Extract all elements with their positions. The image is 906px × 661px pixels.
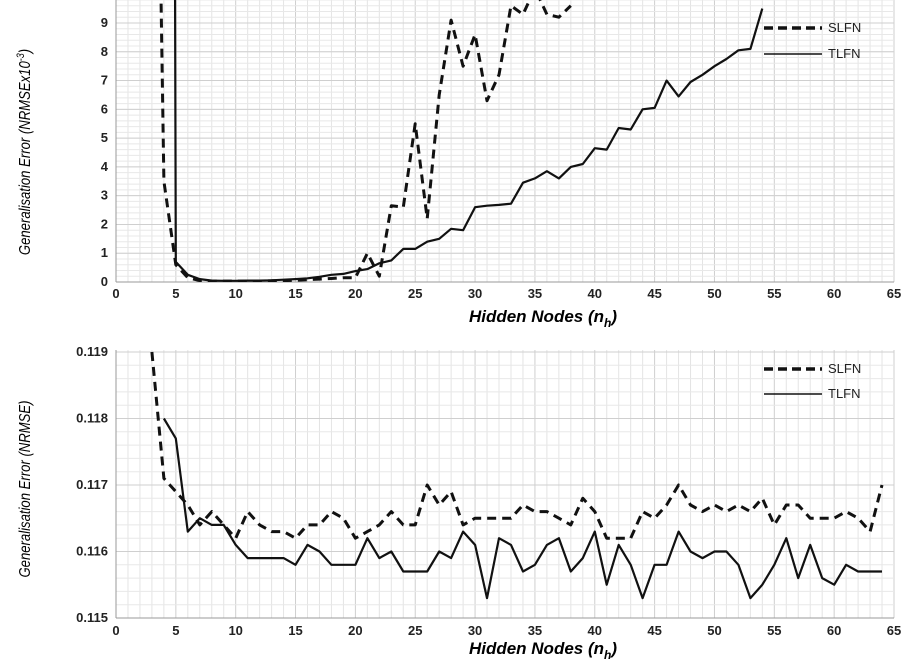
- y-tick-label: 0: [101, 274, 108, 289]
- y-tick-label: 2: [101, 216, 108, 231]
- x-tick-label: 40: [588, 286, 602, 301]
- x-tick-label: 25: [408, 623, 422, 638]
- legend-label-tlfn: TLFN: [828, 386, 861, 401]
- x-tick-label: 5: [172, 623, 179, 638]
- y-tick-label: 0.117: [76, 477, 108, 492]
- series-group: [150, 351, 884, 600]
- y-tick-label: 3: [101, 188, 108, 203]
- legend: SLFN TLFN: [764, 20, 861, 61]
- x-tick-label: 25: [408, 286, 422, 301]
- y-tick-label: 8: [101, 44, 108, 59]
- legend-label-tlfn: TLFN: [828, 46, 861, 61]
- x-tick-label: 20: [348, 623, 362, 638]
- y-tick-label: 0.116: [76, 544, 108, 559]
- x-tick-label: 60: [827, 286, 841, 301]
- y-axis-label: Generalisation Error (NRMSEx10-3): [15, 49, 34, 255]
- x-tick-label: 65: [887, 286, 901, 301]
- x-tick-label: 65: [887, 623, 901, 638]
- legend-label-slfn: SLFN: [828, 361, 861, 376]
- x-tick-label: 45: [647, 286, 661, 301]
- x-tick-label: 5: [172, 286, 179, 301]
- x-tick-label: 55: [767, 623, 781, 638]
- y-tick-label: 9: [101, 15, 108, 30]
- x-tick-label: 15: [288, 623, 302, 638]
- y-tick-label: 1: [101, 245, 108, 260]
- chart-top: 0 5 10 15 20 25 30 35 40 45 50 55 60 650123456789Hidd…: [15, 0, 901, 330]
- x-tick-label: 0: [112, 623, 119, 638]
- x-tick-label: 40: [588, 623, 602, 638]
- x-tick-label: 35: [528, 623, 542, 638]
- x-tick-label: 30: [468, 286, 482, 301]
- grid: [115, 350, 895, 619]
- series-line-tlfn: [162, 417, 882, 600]
- y-tick-label: 0.115: [76, 610, 108, 625]
- y-tick-label: 6: [101, 101, 108, 116]
- y-tick-label: 4: [101, 159, 109, 174]
- x-axis-label: Hidden Nodes (nh): [469, 639, 617, 661]
- x-tick-label: 0: [112, 286, 119, 301]
- x-tick-label: 55: [767, 286, 781, 301]
- series-line-slfn: [150, 351, 884, 540]
- grid: [115, 0, 895, 283]
- legend-label-slfn: SLFN: [828, 20, 861, 35]
- x-tick-label: 45: [647, 623, 661, 638]
- y-tick-label: 5: [101, 130, 108, 145]
- x-tick-label: 35: [528, 286, 542, 301]
- series-line-tlfn: [173, 0, 764, 282]
- x-tick-label: 30: [468, 623, 482, 638]
- series-line-slfn: [159, 0, 572, 282]
- series-group: [159, 0, 764, 282]
- x-tick-label: 50: [707, 286, 721, 301]
- y-tick-label: 0.118: [76, 411, 108, 426]
- y-tick-label: 7: [101, 73, 108, 88]
- x-tick-label: 15: [288, 286, 302, 301]
- x-axis-label: Hidden Nodes (nh): [469, 307, 617, 330]
- x-tick-label: 60: [827, 623, 841, 638]
- x-tick-label: 10: [228, 286, 242, 301]
- x-tick-label: 20: [348, 286, 362, 301]
- x-tick-label: 10: [228, 623, 242, 638]
- y-tick-label: 0.119: [76, 344, 108, 359]
- legend: SLFN TLFN: [764, 361, 861, 401]
- y-axis-label: Generalisation Error (NRMSE): [17, 400, 34, 577]
- chart-bottom: 0 5 10 15 20 25 30 35 40 45 50 55 60 65 0.115 0.116 0.11…: [17, 344, 901, 661]
- x-tick-label: 50: [707, 623, 721, 638]
